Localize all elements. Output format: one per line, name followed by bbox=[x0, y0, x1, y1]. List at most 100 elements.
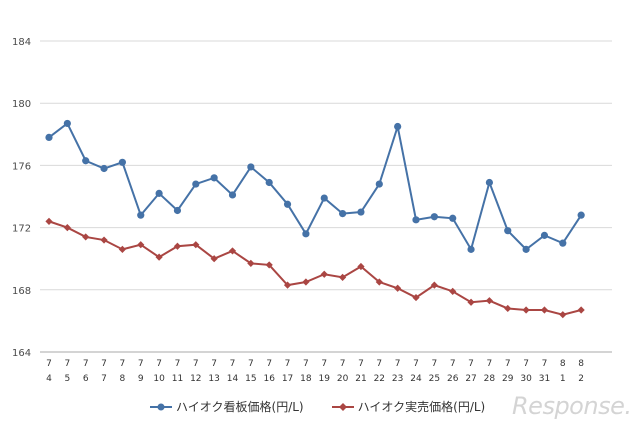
series-0-point-12[interactable] bbox=[265, 178, 273, 187]
series-1-point-10[interactable] bbox=[228, 247, 237, 255]
x-tick-day-13: 17 bbox=[282, 374, 293, 384]
series-1-point-25[interactable] bbox=[504, 304, 512, 313]
series-0-point-10[interactable] bbox=[228, 191, 237, 199]
x-tick-month-26: 7 bbox=[523, 359, 529, 369]
series-0-point-16[interactable] bbox=[339, 210, 347, 218]
x-tick-month-24: 7 bbox=[487, 359, 493, 369]
x-tick-day-25: 29 bbox=[502, 374, 514, 384]
series-1-point-12[interactable] bbox=[265, 261, 273, 269]
series-0-point-13[interactable] bbox=[283, 200, 292, 208]
x-tick-day-12: 16 bbox=[263, 374, 275, 384]
series-0-point-0[interactable] bbox=[45, 133, 53, 142]
series-1-point-20[interactable] bbox=[412, 293, 420, 302]
series-1-point-18[interactable] bbox=[375, 278, 383, 286]
series-0-point-15[interactable] bbox=[320, 194, 328, 202]
x-tick-month-21: 7 bbox=[431, 359, 437, 369]
series-0-point-28[interactable] bbox=[559, 239, 567, 247]
x-tick-month-12: 7 bbox=[266, 359, 272, 369]
x-tick-day-28: 1 bbox=[560, 374, 566, 384]
series-0-point-26[interactable] bbox=[522, 245, 530, 253]
series-0-point-2[interactable] bbox=[82, 157, 90, 165]
series-1-point-26[interactable] bbox=[522, 306, 530, 314]
series-1-point-8[interactable] bbox=[192, 241, 200, 249]
series-0-point-1[interactable] bbox=[63, 119, 71, 128]
series-1-point-2[interactable] bbox=[82, 233, 90, 241]
series-1-point-19[interactable] bbox=[394, 284, 402, 292]
series-1-point-29[interactable] bbox=[577, 306, 585, 314]
grid-lines bbox=[40, 40, 612, 353]
series-1-point-6[interactable] bbox=[155, 253, 163, 261]
y-axis-ticks: 164 168 172 176 180 184 bbox=[12, 37, 31, 359]
x-tick-day-8: 12 bbox=[190, 374, 201, 384]
series-1-point-13[interactable] bbox=[283, 281, 292, 289]
series-0-point-4[interactable] bbox=[118, 158, 126, 166]
series-0-point-23[interactable] bbox=[467, 245, 475, 253]
series-0-point-20[interactable] bbox=[412, 216, 420, 224]
series-line-0 bbox=[48, 121, 582, 252]
legend-label-list-price: ハイオク看板価格(円/L) bbox=[176, 400, 304, 414]
series-0-point-14[interactable] bbox=[302, 230, 310, 238]
series-1-point-27[interactable] bbox=[540, 306, 549, 314]
series-0-point-11[interactable] bbox=[247, 163, 255, 171]
y-tick-label-184: 184 bbox=[12, 37, 31, 48]
series-0-point-19[interactable] bbox=[394, 122, 402, 131]
series-1-point-1[interactable] bbox=[63, 224, 71, 232]
series-1-point-16[interactable] bbox=[339, 273, 347, 281]
series-1-point-11[interactable] bbox=[247, 259, 255, 267]
series-1-point-17[interactable] bbox=[357, 262, 365, 271]
x-tick-day-17: 21 bbox=[355, 374, 366, 384]
series-1-point-23[interactable] bbox=[467, 298, 475, 306]
x-tick-month-15: 7 bbox=[321, 359, 327, 369]
series-1-point-15[interactable] bbox=[320, 270, 328, 278]
series-1-point-28[interactable] bbox=[559, 311, 567, 319]
x-tick-month-5: 7 bbox=[138, 359, 144, 369]
series-0-point-5[interactable] bbox=[137, 211, 145, 219]
series-0-point-24[interactable] bbox=[485, 178, 493, 187]
series-0-point-22[interactable] bbox=[449, 214, 457, 222]
x-tick-day-23: 27 bbox=[465, 374, 476, 384]
series-0-point-27[interactable] bbox=[540, 231, 549, 239]
series-0-point-25[interactable] bbox=[504, 227, 512, 235]
series-1-point-7[interactable] bbox=[173, 242, 182, 250]
x-tick-day-16: 20 bbox=[337, 374, 349, 384]
series-1-point-21[interactable] bbox=[430, 281, 438, 289]
series-0-point-6[interactable] bbox=[155, 189, 163, 197]
x-tick-month-7: 7 bbox=[175, 359, 181, 369]
response-watermark: Response. bbox=[512, 392, 632, 420]
x-tick-month-1: 7 bbox=[64, 359, 70, 369]
series-0-point-17[interactable] bbox=[357, 208, 365, 216]
series-0-point-8[interactable] bbox=[192, 180, 200, 188]
x-tick-month-22: 7 bbox=[450, 359, 456, 369]
legend-marker-list-price bbox=[150, 403, 172, 410]
series-1-point-5[interactable] bbox=[137, 241, 145, 249]
x-tick-day-27: 31 bbox=[539, 374, 550, 384]
series-1-point-4[interactable] bbox=[118, 245, 126, 253]
y-tick-label-176: 176 bbox=[12, 161, 31, 172]
series-0-point-7[interactable] bbox=[173, 206, 182, 215]
series-line-1 bbox=[48, 220, 582, 316]
x-tick-month-11: 7 bbox=[248, 359, 254, 369]
x-tick-day-9: 13 bbox=[208, 374, 219, 384]
series-0-point-9[interactable] bbox=[210, 174, 218, 182]
x-tick-day-20: 24 bbox=[410, 374, 422, 384]
y-tick-label-180: 180 bbox=[12, 99, 31, 110]
series-0-point-3[interactable] bbox=[100, 164, 108, 173]
series-1-point-24[interactable] bbox=[485, 297, 493, 305]
series-0-point-29[interactable] bbox=[577, 211, 585, 219]
legend-item-actual-price[interactable]: ハイオク実売価格(円/L) bbox=[331, 398, 485, 415]
x-tick-month-17: 7 bbox=[358, 359, 364, 369]
x-tick-month-14: 7 bbox=[303, 359, 309, 369]
x-tick-day-11: 15 bbox=[245, 374, 256, 384]
x-tick-day-3: 7 bbox=[101, 374, 107, 384]
series-1-point-22[interactable] bbox=[449, 287, 457, 295]
series-0-point-18[interactable] bbox=[375, 180, 383, 188]
legend-item-list-price[interactable]: ハイオク看板価格(円/L) bbox=[150, 398, 304, 415]
series-1-point-3[interactable] bbox=[100, 236, 108, 244]
series-1-point-14[interactable] bbox=[302, 278, 310, 286]
series-0-point-21[interactable] bbox=[430, 213, 438, 221]
series-1-point-9[interactable] bbox=[210, 255, 218, 263]
x-tick-day-19: 23 bbox=[392, 374, 403, 384]
series-1-point-0[interactable] bbox=[45, 217, 53, 225]
x-tick-month-10: 7 bbox=[230, 359, 236, 369]
